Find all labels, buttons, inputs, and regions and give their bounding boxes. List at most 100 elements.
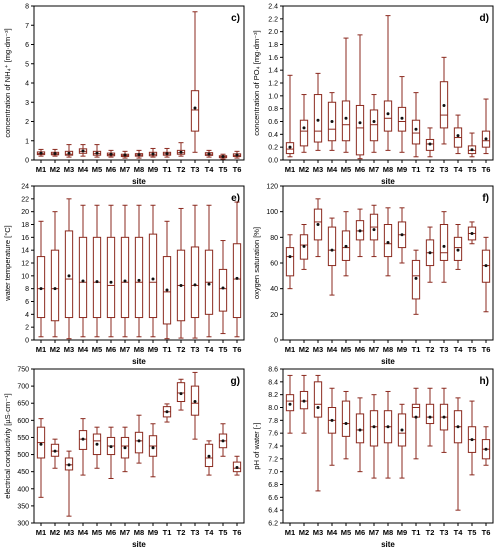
y-tick-label: 0 — [274, 338, 278, 345]
box-t3 — [190, 371, 200, 440]
mean-marker — [95, 151, 99, 155]
y-tick-label: 4 — [25, 312, 29, 319]
iqr-box — [285, 394, 295, 412]
y-tick-label: 16 — [21, 235, 29, 242]
box-m5 — [92, 204, 102, 338]
mean-marker — [358, 428, 362, 432]
x-tick-label: M6 — [355, 165, 365, 174]
y-tick-label: 8.2 — [268, 392, 278, 399]
x-tick-label: T3 — [191, 165, 200, 174]
mean-marker — [302, 399, 306, 403]
box-m6 — [355, 208, 365, 258]
x-tick-label: M8 — [134, 528, 144, 537]
x-tick-label: T6 — [233, 345, 242, 354]
box-m1 — [36, 148, 46, 157]
mean-marker — [442, 415, 446, 419]
x-tick-label: M3 — [64, 165, 74, 174]
box-t4 — [453, 224, 463, 270]
y-tick-label: 8 — [25, 4, 29, 11]
box-m7 — [369, 394, 379, 479]
box-m8 — [134, 204, 144, 338]
x-tick-label: M1 — [36, 345, 46, 354]
x-tick-label: T4 — [205, 165, 215, 174]
iqr-box — [232, 243, 242, 319]
mean-marker — [39, 151, 43, 155]
box-t3 — [439, 56, 449, 145]
x-tick-label: T2 — [426, 345, 435, 354]
box-m8 — [383, 207, 393, 277]
iqr-box — [355, 104, 365, 156]
y-tick-label: 1.4 — [268, 68, 278, 75]
box-t4 — [204, 204, 214, 338]
x-tick-label: M3 — [313, 528, 323, 537]
mean-marker — [344, 116, 348, 120]
x-tick-label: T1 — [163, 165, 172, 174]
y-tick-label: 7.6 — [268, 431, 278, 438]
mean-marker — [288, 145, 292, 149]
x-tick-label: M5 — [92, 528, 102, 537]
mean-marker — [53, 151, 57, 155]
y-tick-label: 300 — [17, 521, 29, 528]
mean-marker — [470, 438, 474, 442]
y-tick-label: 500 — [17, 452, 29, 459]
x-tick-label: M8 — [383, 345, 393, 354]
x-axis-label: site — [381, 177, 395, 186]
mean-marker — [456, 425, 460, 429]
x-tick-label: M2 — [50, 165, 60, 174]
x-tick-label: M5 — [341, 528, 351, 537]
mean-marker — [484, 264, 488, 268]
y-tick-label: 0.2 — [268, 145, 278, 152]
y-tick-label: 0.8 — [268, 106, 278, 113]
y-tick-label: 0.4 — [268, 132, 278, 139]
mean-marker — [123, 153, 127, 157]
y-tick-label: 7 — [25, 23, 29, 30]
mean-marker — [428, 415, 432, 419]
x-tick-label: M9 — [148, 165, 158, 174]
mean-marker — [235, 466, 239, 470]
y-tick-label: 350 — [17, 503, 29, 510]
iqr-box — [411, 119, 421, 145]
x-tick-label: T3 — [191, 528, 200, 537]
y-tick-label: 400 — [17, 486, 29, 493]
x-tick-label: T4 — [205, 528, 215, 537]
y-tick-label: 20 — [270, 312, 278, 319]
mean-marker — [67, 274, 71, 278]
y-tick-label: 7.4 — [268, 444, 278, 451]
x-tick-label: T5 — [468, 528, 477, 537]
box-t5 — [218, 423, 228, 457]
box-m2 — [299, 374, 309, 434]
mean-marker — [235, 153, 239, 157]
y-tick-label: 24 — [21, 184, 29, 191]
iqr-box — [106, 236, 116, 319]
box-m1 — [285, 234, 295, 290]
x-tick-label: M4 — [78, 528, 89, 537]
y-tick-label: 10 — [21, 273, 29, 280]
box-m9 — [148, 423, 158, 478]
x-tick-label: T2 — [426, 528, 435, 537]
y-tick-label: 8 — [25, 286, 29, 293]
box-t4 — [453, 397, 463, 511]
x-tick-label: T4 — [454, 345, 464, 354]
mean-marker — [81, 149, 85, 153]
x-tick-label: T1 — [163, 345, 172, 354]
box-m3 — [313, 374, 323, 492]
x-tick-label: T3 — [440, 528, 449, 537]
y-tick-label: 2.2 — [268, 16, 278, 23]
box-m4 — [78, 418, 88, 476]
box-m2 — [299, 224, 309, 270]
mean-marker — [207, 282, 211, 286]
x-axis-label: site — [381, 540, 395, 549]
box-m1 — [36, 220, 46, 338]
y-tick-label: 22 — [21, 196, 29, 203]
y-tick-label: 1.6 — [268, 55, 278, 62]
mean-marker — [109, 445, 113, 449]
mean-marker — [95, 280, 99, 284]
x-tick-label: M9 — [397, 528, 407, 537]
box-t2 — [176, 378, 186, 411]
y-tick-label: 650 — [17, 401, 29, 408]
x-tick-label: M8 — [383, 165, 393, 174]
box-m9 — [397, 403, 407, 479]
box-m3 — [313, 72, 323, 151]
x-tick-label: T6 — [233, 165, 242, 174]
